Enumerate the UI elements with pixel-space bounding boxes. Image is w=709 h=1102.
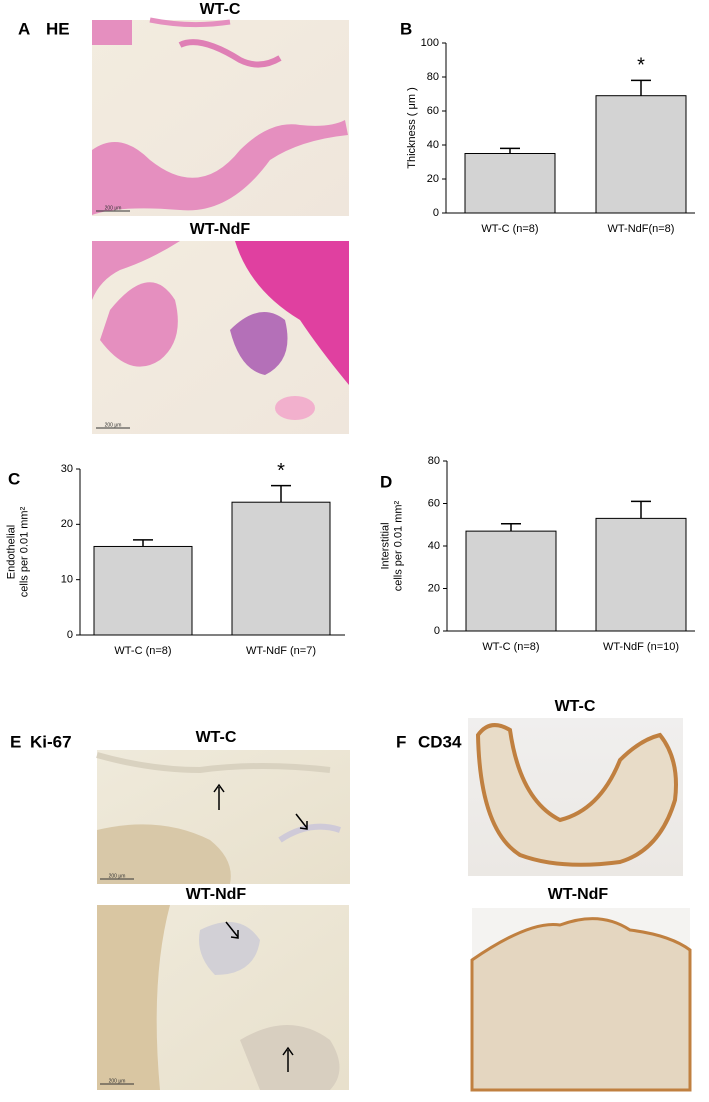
bar: [465, 530, 557, 632]
y-tick-label: 30: [61, 463, 73, 475]
y-tick-label: 80: [428, 455, 440, 467]
y-tick-label: 60: [428, 497, 440, 509]
x-tick-label: WT-C (n=8): [482, 641, 539, 653]
bar: [595, 517, 687, 632]
x-tick-label: WT-C (n=8): [481, 223, 538, 235]
y-tick-label: 100: [421, 37, 439, 49]
panel-letter: E: [10, 732, 21, 751]
scale-bar-label: 200 μm: [105, 422, 122, 428]
error-bar: [631, 79, 651, 96]
micrograph: [468, 718, 683, 876]
y-tick-label: 20: [427, 173, 439, 185]
panel-letter: F: [396, 732, 406, 751]
y-tick-label: 10: [61, 574, 73, 586]
y-tick-label: 0: [434, 625, 440, 637]
micrograph: [92, 241, 349, 434]
bar: [231, 501, 331, 636]
image-title: WT-C: [555, 698, 596, 715]
error-bar: [501, 522, 521, 532]
y-axis-label: Thickness ( μm ): [406, 87, 418, 169]
panel-letter: B: [400, 19, 412, 38]
y-axis-label: cells per 0.01 mm²: [392, 500, 404, 591]
image-title: WT-NdF: [190, 221, 251, 238]
y-axis-label: Interstitial: [379, 522, 391, 569]
panel-letter: C: [8, 469, 20, 488]
stain-label: HE: [46, 19, 70, 38]
panel-letter: A: [18, 19, 30, 38]
error-bar: [500, 147, 520, 154]
y-tick-label: 0: [433, 207, 439, 219]
y-tick-label: 40: [427, 139, 439, 151]
stain-label: CD34: [418, 732, 462, 751]
x-tick-label: WT-NdF (n=10): [603, 641, 679, 653]
significance-mark: *: [637, 55, 645, 77]
stain-label: Ki-67: [30, 732, 72, 751]
image-title: WT-NdF: [548, 886, 609, 903]
micrograph: [470, 908, 692, 1092]
image-title: WT-C: [196, 729, 237, 746]
y-tick-label: 20: [61, 518, 73, 530]
micrograph: [92, 17, 349, 216]
y-tick-label: 60: [427, 105, 439, 117]
scale-bar-label: 200 μm: [109, 1078, 126, 1084]
image-title: WT-NdF: [186, 886, 247, 903]
image-title: WT-C: [200, 1, 241, 18]
x-tick-label: WT-NdF(n=8): [608, 223, 675, 235]
y-tick-label: 20: [428, 582, 440, 594]
x-tick-label: WT-NdF (n=7): [246, 645, 316, 657]
y-tick-label: 80: [427, 71, 439, 83]
bar: [93, 545, 193, 636]
y-axis-label: cells per 0.01 mm²: [18, 506, 30, 597]
error-bar: [271, 484, 291, 503]
bar: [464, 153, 556, 214]
scale-bar-label: 200 μm: [105, 205, 122, 211]
x-tick-label: WT-C (n=8): [114, 645, 171, 657]
error-bar: [133, 539, 153, 547]
micrograph: [97, 905, 349, 1090]
micrograph: [96, 750, 350, 884]
scale-bar-label: 200 μm: [109, 873, 126, 879]
y-tick-label: 0: [67, 629, 73, 641]
panel-letter: D: [380, 472, 392, 491]
error-bar: [631, 500, 651, 519]
significance-mark: *: [277, 460, 285, 482]
bar: [595, 95, 687, 214]
y-axis-label: Endothelial: [5, 525, 17, 579]
y-tick-label: 40: [428, 540, 440, 552]
